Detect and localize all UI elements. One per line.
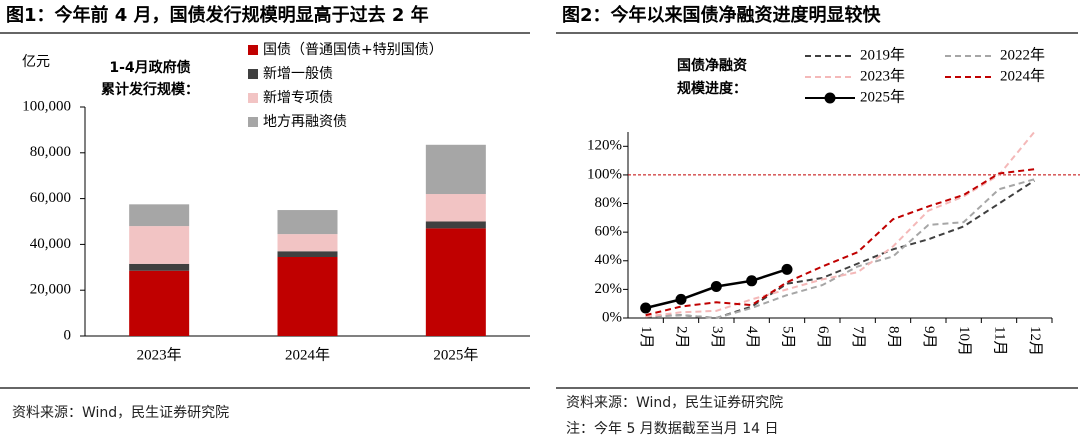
x-tick-label: 2025年: [433, 346, 478, 363]
bar-segment: [129, 270, 190, 336]
x-tick-label: 10月: [956, 326, 972, 356]
y-tick-label: 20,000: [30, 282, 71, 298]
y-tick-label: 120%: [587, 138, 622, 154]
chart-title: 图1：今年前 4 月，国债发行规模明显高于过去 2 年: [6, 4, 429, 26]
legend-swatch: [248, 117, 258, 127]
bar-segment: [129, 204, 190, 227]
chart-title: 图2：今年以来国债净融资进度明显较快: [562, 4, 882, 26]
y-tick-label: 100%: [587, 166, 622, 182]
y-tick-label: 0%: [602, 309, 622, 325]
y-tick-label: 0: [64, 327, 72, 343]
y-tick-label: 20%: [595, 281, 623, 297]
note: 注：今年 5 月数据截至当月 14 日: [566, 421, 779, 437]
annotation: 国债净融资: [677, 57, 747, 74]
source: 资料来源：Wind，民生证券研究院: [566, 395, 783, 411]
x-tick-label: 2月: [674, 326, 690, 349]
x-tick-label: 8月: [886, 326, 902, 349]
y-tick-label: 40%: [595, 252, 623, 268]
legend-label: 2019年: [860, 46, 905, 63]
point: [675, 293, 687, 305]
bar-segment: [129, 226, 190, 264]
y-tick-label: 40,000: [30, 236, 71, 252]
x-tick-label: 1月: [638, 326, 654, 349]
bar-segment: [277, 251, 338, 257]
bar-segment: [129, 263, 190, 271]
x-tick-label: 12月: [1027, 326, 1043, 356]
x-tick-label: 9月: [921, 326, 937, 349]
point: [710, 281, 722, 293]
annotation: 1-4月政府债: [109, 59, 190, 76]
x-tick-label: 3月: [709, 326, 725, 349]
series-line: [645, 131, 1036, 318]
bar-segment: [425, 228, 486, 336]
x-tick-label: 7月: [850, 326, 866, 349]
series-line: [645, 168, 1035, 317]
y-tick-label: 80,000: [30, 144, 71, 160]
point: [746, 275, 758, 287]
bar-segment: [425, 221, 486, 229]
x-tick-label: 11月: [992, 326, 1008, 355]
x-tick-label: 6月: [815, 326, 831, 349]
source: 资料来源：Wind，民生证券研究院: [12, 405, 229, 421]
bar-segment: [277, 234, 338, 252]
legend-label: 国债（普通国债+特别国债）: [263, 42, 443, 58]
legend-label: 地方再融资债: [263, 114, 347, 130]
bar-segment: [425, 144, 486, 195]
point: [640, 302, 652, 314]
series-line: [645, 179, 1035, 320]
legend-label: 新增一般债: [263, 66, 333, 82]
y-tick-label: 80%: [595, 195, 623, 211]
annotation: 累计发行规模：: [101, 81, 199, 98]
x-tick-label: 5月: [780, 326, 796, 349]
legend-label: 2025年: [860, 88, 905, 105]
y-tick-label: 60%: [595, 224, 623, 240]
x-tick-label: 2024年: [285, 346, 330, 363]
x-tick-label: 2023年: [137, 346, 182, 363]
legend-label: 新增专项债: [263, 90, 333, 106]
x-tick-label: 4月: [744, 326, 760, 349]
legend-label: 2023年: [860, 67, 905, 84]
annotation: 规模进度：: [677, 80, 747, 97]
legend-swatch: [248, 93, 258, 103]
y-axis-label: 亿元: [22, 54, 50, 70]
bar-segment: [425, 194, 486, 222]
legend-label: 2022年: [1000, 46, 1045, 63]
y-tick-label: 60,000: [30, 190, 71, 206]
series-line: [645, 178, 1035, 320]
bar-segment: [277, 210, 338, 235]
y-tick-label: 100,000: [22, 98, 71, 114]
bar-segment: [277, 256, 338, 336]
legend-label: 2024年: [1000, 67, 1045, 84]
legend-swatch: [248, 69, 258, 79]
point: [781, 263, 793, 275]
legend-marker: [824, 92, 836, 104]
legend-swatch: [248, 45, 258, 55]
